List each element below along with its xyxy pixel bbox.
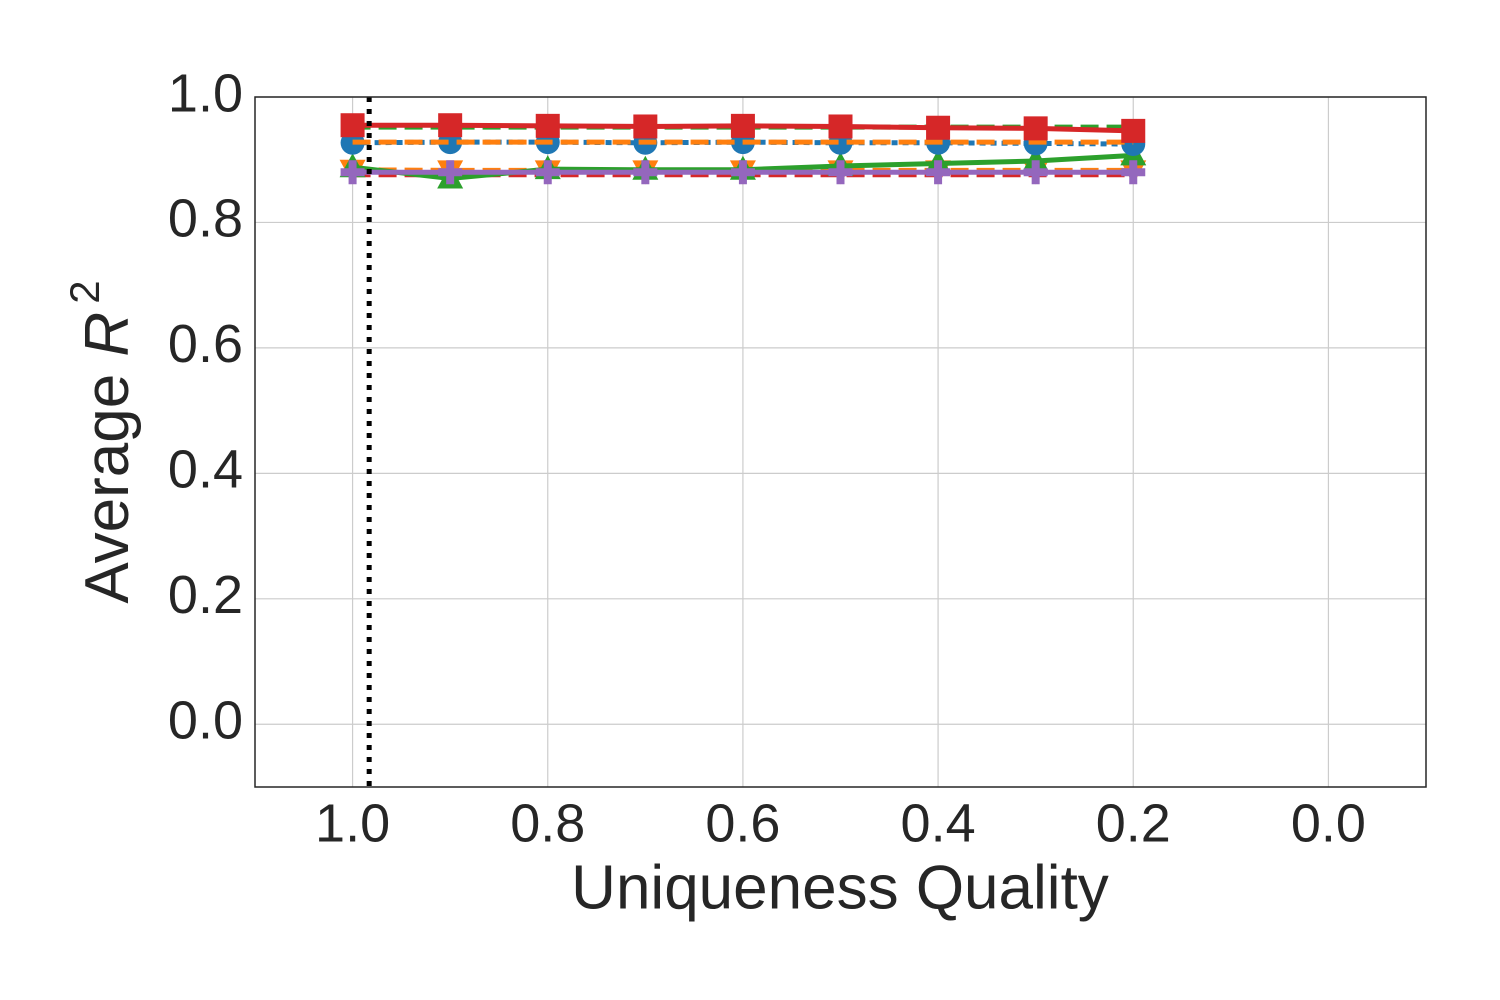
y-tick-label: 0.2 [168,565,243,625]
y-tick-label: 0.4 [168,440,243,500]
grid [255,96,1426,787]
marker [438,160,463,185]
marker [633,114,658,139]
marker [1022,146,1049,171]
x-tick-label: 0.4 [901,793,976,853]
x-tick-label: 0.6 [705,793,780,853]
marker [730,113,755,138]
y-tick-label: 0.6 [168,314,243,374]
plot-frame [254,96,1427,788]
y-label-exponent: 2 [61,280,108,303]
marker [828,160,853,185]
marker [340,160,365,185]
marker [1023,160,1048,185]
marker [340,113,365,138]
y-axis-label: Average R 2 [61,280,142,603]
marker [535,160,560,185]
marker [535,113,560,138]
x-tick-label: 0.8 [510,793,585,853]
marker [1121,118,1146,143]
marker [926,115,951,140]
y-label-symbol: R [73,312,142,357]
y-tick-label: 0.8 [168,189,243,249]
marker [633,160,658,185]
y-tick-label: 0.0 [168,691,243,751]
x-tick-label: 0.2 [1096,793,1171,853]
x-tick-label: 1.0 [315,793,390,853]
marker [730,160,755,185]
marker [926,160,951,185]
marker [1121,160,1146,185]
marker [438,113,463,138]
y-tick-label: 1.0 [168,63,243,123]
x-tick-label: 0.0 [1291,793,1366,853]
x-axis-label: Uniqueness Quality [571,853,1109,922]
marker [828,114,853,139]
marker [1023,116,1048,141]
y-label-prefix: Average [73,357,142,604]
